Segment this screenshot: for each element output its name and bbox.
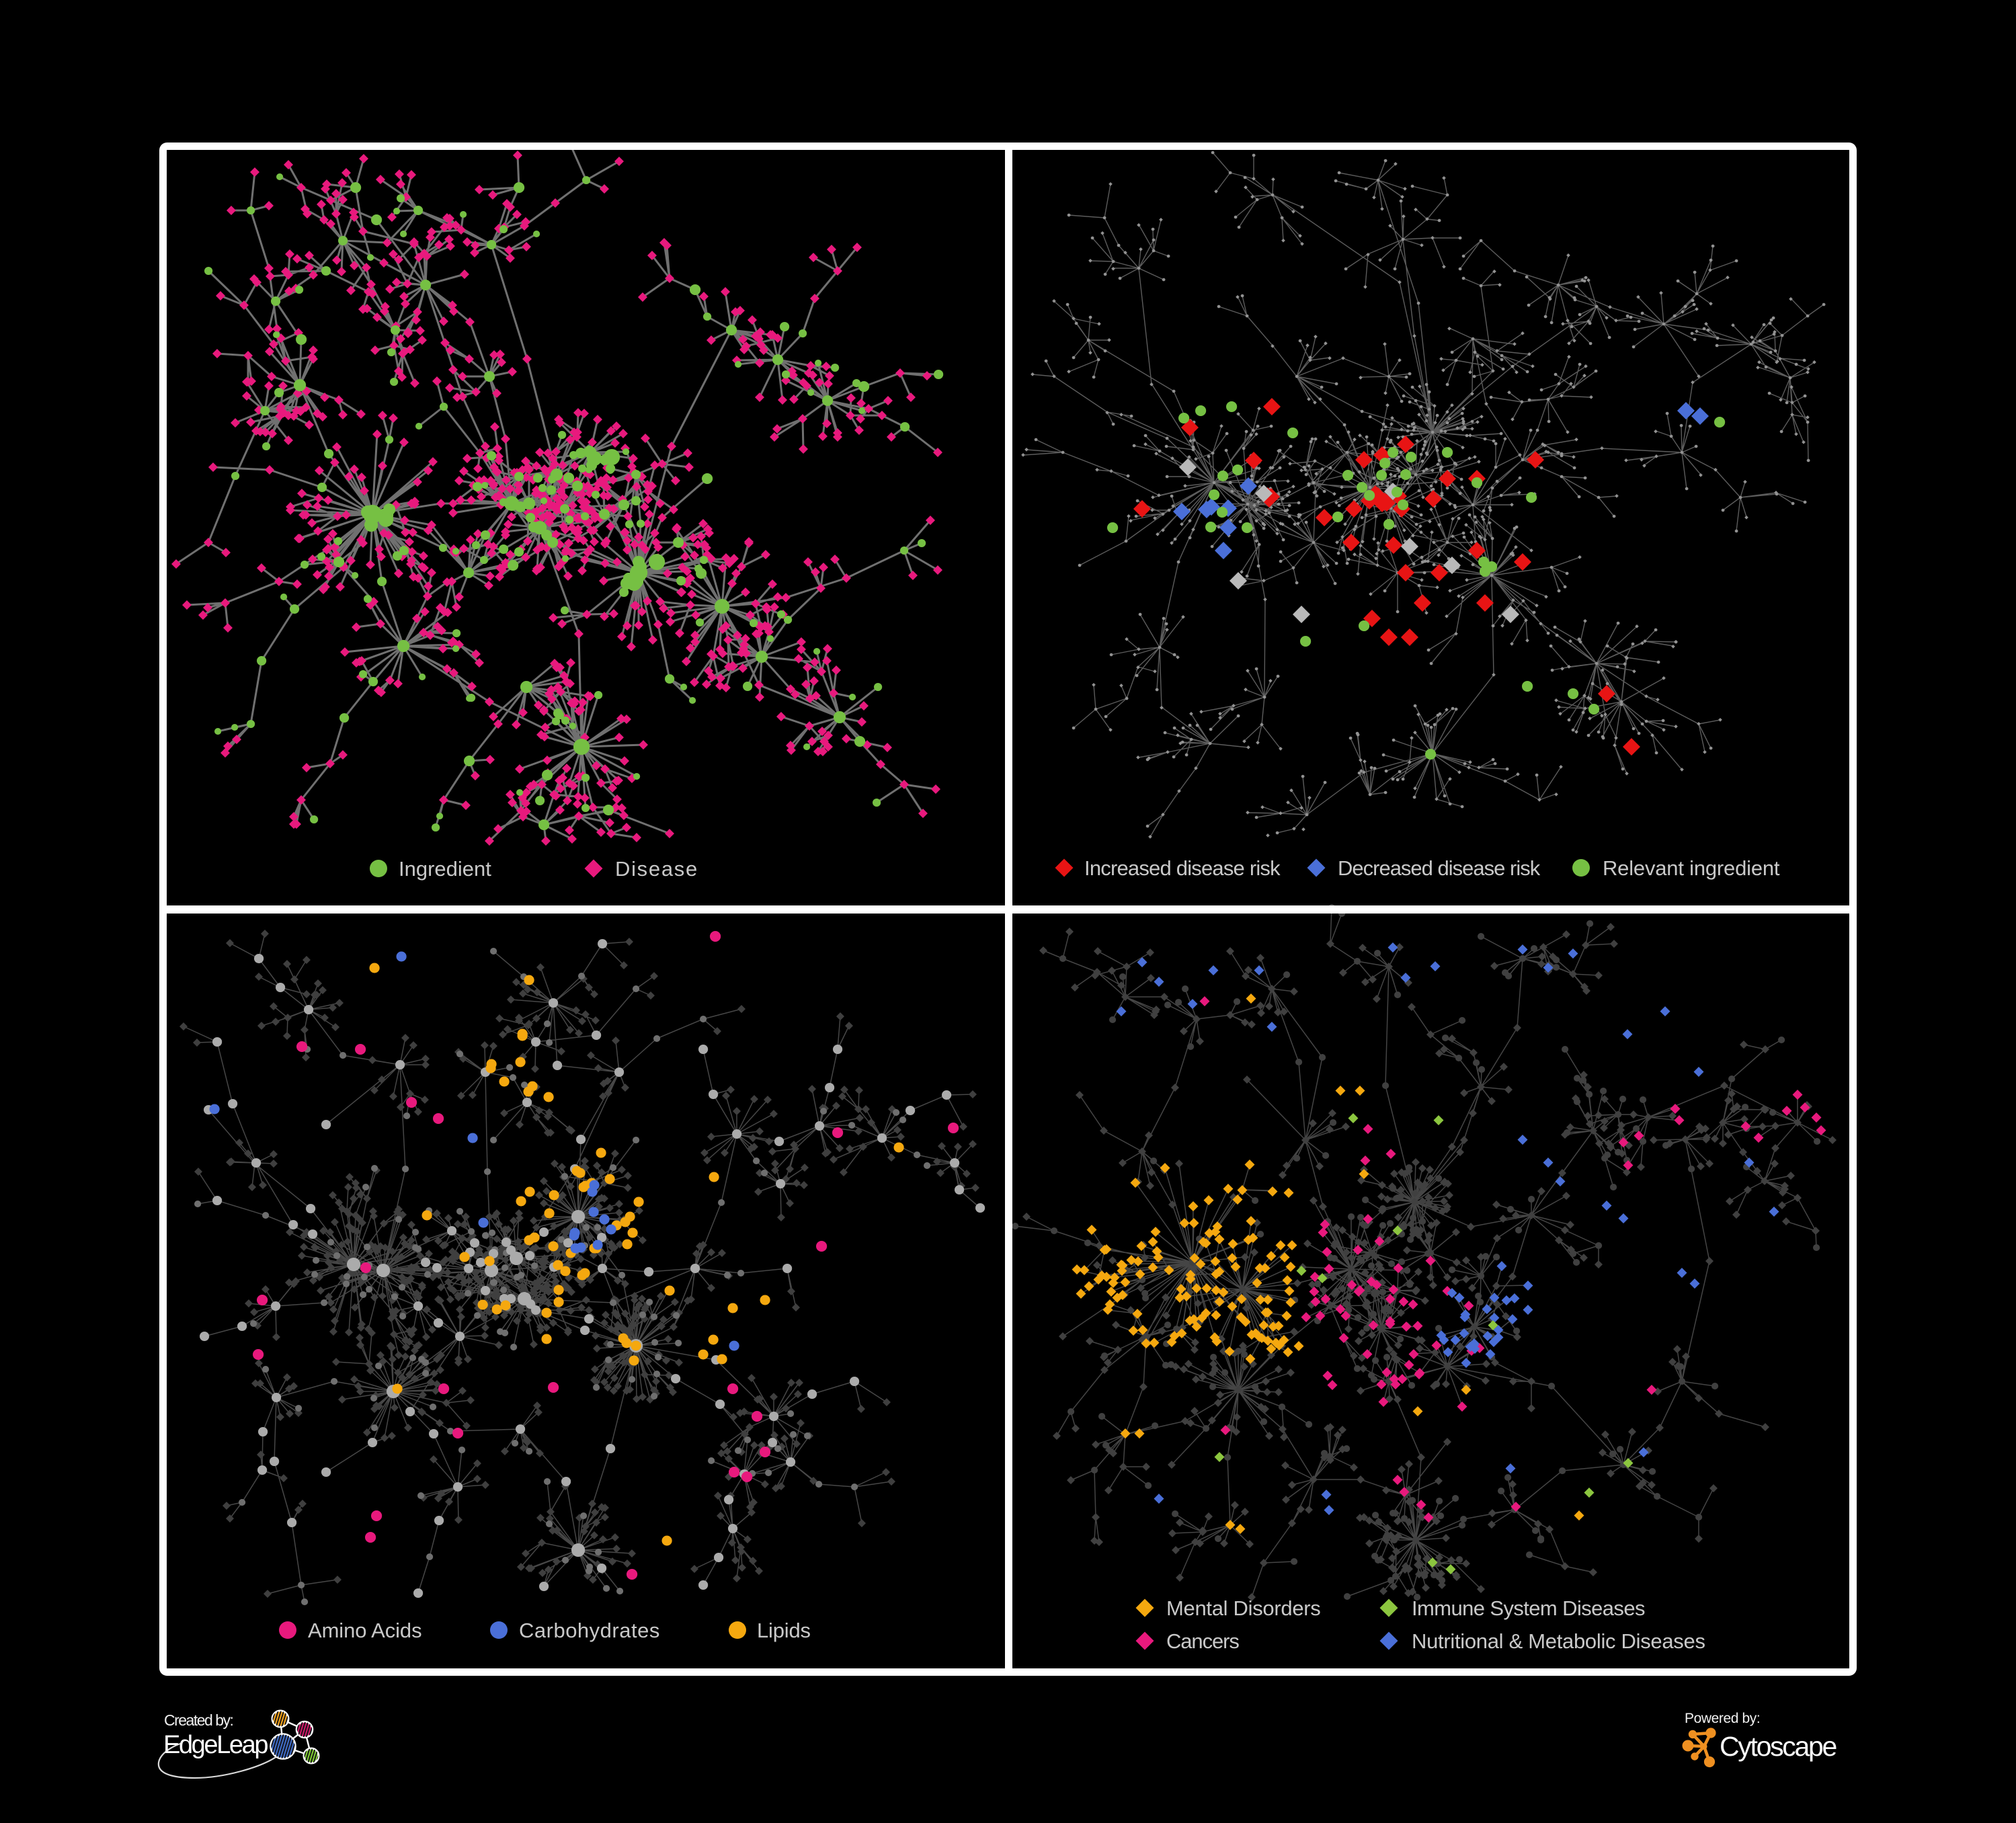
svg-text:Nutritional & Metabolic Diseas: Nutritional & Metabolic Diseases: [1412, 1629, 1705, 1653]
svg-text:Cytoscape: Cytoscape: [1720, 1731, 1837, 1762]
svg-text:Amino Acids: Amino Acids: [308, 1619, 421, 1642]
svg-text:Cancers: Cancers: [1166, 1629, 1239, 1653]
svg-text:Mental Disorders: Mental Disorders: [1166, 1596, 1321, 1620]
svg-text:Created by:: Created by:: [164, 1711, 233, 1729]
svg-text:Decreased disease risk: Decreased disease risk: [1338, 856, 1541, 880]
svg-text:Carbohydrates: Carbohydrates: [519, 1619, 660, 1642]
svg-text:Lipids: Lipids: [757, 1619, 811, 1642]
svg-text:Powered by:: Powered by:: [1685, 1711, 1760, 1726]
svg-text:Ingredient: Ingredient: [399, 857, 491, 881]
svg-text:Immune System Diseases: Immune System Diseases: [1412, 1596, 1645, 1620]
svg-text:Increased disease risk: Increased disease risk: [1084, 856, 1281, 880]
svg-text:Disease: Disease: [615, 857, 698, 881]
svg-text:EdgeLeap: EdgeLeap: [163, 1731, 268, 1759]
svg-text:Relevant ingredient: Relevant ingredient: [1603, 856, 1780, 880]
